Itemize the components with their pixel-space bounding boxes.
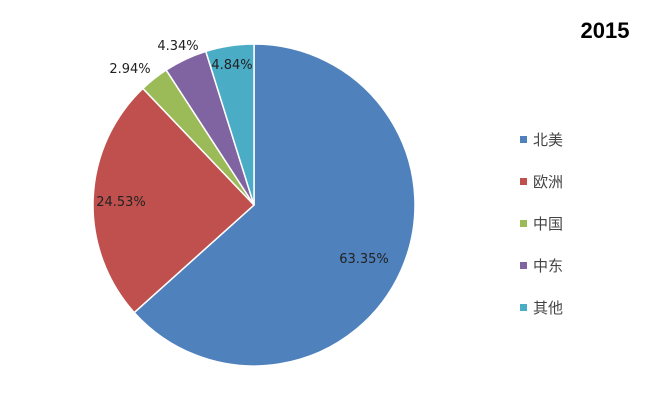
- data-label-0: 63.35%: [339, 252, 389, 267]
- data-label-4: 4.84%: [211, 58, 252, 73]
- legend-item: 中东: [520, 244, 563, 286]
- legend-label: 中东: [533, 256, 564, 275]
- data-label-1: 24.53%: [96, 195, 146, 210]
- pie-slice-1: [92, 87, 256, 314]
- data-label-2: 2.94%: [109, 62, 150, 77]
- legend-swatch: [520, 177, 527, 185]
- chart-title: 2015: [580, 18, 630, 43]
- legend-item: 北美: [520, 118, 563, 160]
- legend-label: 北美: [533, 130, 564, 149]
- legend: 北美欧洲中国中东其他: [520, 118, 563, 328]
- legend-item: 中国: [520, 202, 563, 244]
- legend-label: 欧洲: [533, 172, 564, 191]
- legend-swatch: [520, 303, 527, 311]
- legend-label: 其他: [533, 298, 564, 317]
- data-label-3: 4.34%: [157, 39, 198, 54]
- legend-item: 其他: [520, 286, 563, 328]
- legend-swatch: [520, 135, 527, 143]
- legend-item: 欧洲: [520, 160, 563, 202]
- pie-slice-4: [204, 43, 255, 206]
- pie-slice-0: [133, 43, 416, 367]
- legend-swatch: [520, 219, 527, 227]
- legend-label: 中国: [533, 214, 564, 233]
- legend-swatch: [520, 261, 527, 269]
